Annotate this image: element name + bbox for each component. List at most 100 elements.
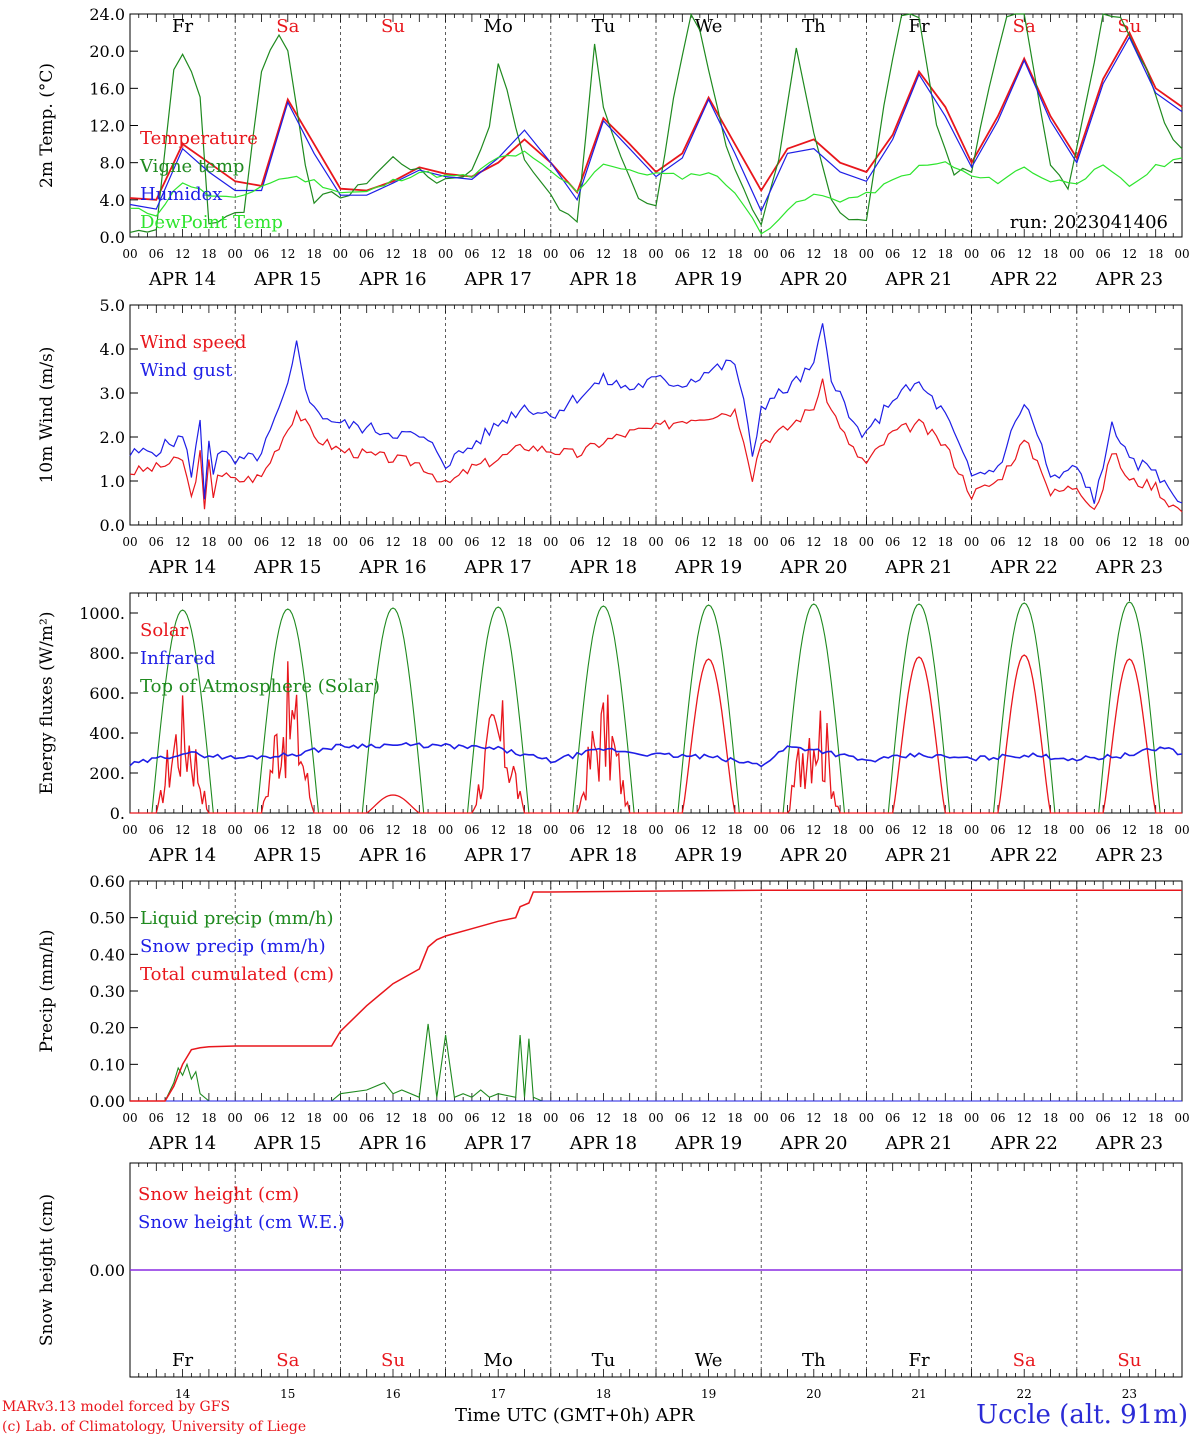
day-label: APR 21 — [884, 1133, 952, 1154]
hour-tick-label: 12 — [491, 247, 506, 261]
day-number-label: 20 — [806, 1387, 821, 1401]
weekday-label: Tu — [592, 1350, 616, 1371]
day-label: APR 19 — [674, 845, 742, 866]
hour-tick-label: 06 — [569, 535, 584, 549]
hour-tick-label: 18 — [517, 535, 532, 549]
day-number-label: 14 — [175, 1387, 191, 1401]
hour-tick-label: 18 — [1148, 535, 1163, 549]
hour-tick-label: 18 — [517, 1111, 532, 1125]
hour-tick-label: 00 — [228, 535, 243, 549]
hour-tick-label: 00 — [228, 247, 243, 261]
legend-entry: Liquid precip (mm/h) — [140, 908, 334, 929]
y-tick-label: 0.00 — [89, 1092, 125, 1111]
hour-tick-label: 00 — [1174, 1111, 1189, 1125]
hour-tick-label: 18 — [201, 247, 216, 261]
hour-tick-label: 12 — [1122, 535, 1137, 549]
hour-tick-label: 06 — [990, 1111, 1005, 1125]
y-tick-label: 0.50 — [89, 909, 125, 928]
y-tick-label: 0.0 — [100, 228, 125, 247]
weekday-label: We — [695, 1350, 723, 1371]
hour-tick-label: 18 — [1043, 247, 1058, 261]
day-label: APR 23 — [1095, 845, 1163, 866]
y-tick-label: 0.10 — [89, 1055, 125, 1074]
legend-entry: DewPoint Temp — [140, 212, 283, 233]
hour-tick-label: 06 — [675, 247, 690, 261]
weekday-label: We — [695, 16, 723, 37]
infrared-series — [129, 742, 1183, 768]
day-label: APR 23 — [1095, 269, 1163, 290]
hour-tick-label: 12 — [175, 535, 190, 549]
day-number-label: 22 — [1017, 1387, 1032, 1401]
day-label: APR 14 — [148, 845, 216, 866]
day-label: APR 19 — [674, 269, 742, 290]
hour-tick-label: 18 — [622, 823, 637, 837]
y-tick-label: 24.0 — [89, 5, 125, 24]
day-number-label: 18 — [596, 1387, 611, 1401]
hour-tick-label: 06 — [254, 535, 269, 549]
hour-tick-label: 18 — [622, 1111, 637, 1125]
hour-tick-label: 18 — [412, 1111, 427, 1125]
day-label: APR 16 — [358, 269, 426, 290]
day-label: APR 20 — [779, 1133, 847, 1154]
y-tick-label: 0.60 — [89, 872, 125, 891]
y-tick-label: 20.0 — [89, 42, 125, 61]
surface-solar-series — [130, 654, 1182, 814]
hour-tick-label: 12 — [701, 1111, 716, 1125]
hour-tick-label: 12 — [701, 823, 716, 837]
day-number-label: 15 — [280, 1387, 295, 1401]
day-label: APR 14 — [148, 557, 216, 578]
hour-tick-label: 12 — [596, 823, 611, 837]
hour-tick-label: 00 — [438, 535, 453, 549]
hour-tick-label: 12 — [280, 247, 295, 261]
day-label: APR 20 — [779, 557, 847, 578]
y-tick-label: 600. — [89, 684, 125, 703]
hour-tick-label: 12 — [806, 1111, 821, 1125]
hour-tick-label: 06 — [990, 535, 1005, 549]
hour-tick-label: 06 — [885, 247, 900, 261]
hour-tick-label: 06 — [990, 823, 1005, 837]
hour-tick-label: 12 — [911, 535, 926, 549]
hour-tick-label: 18 — [832, 823, 847, 837]
hour-tick-label: 06 — [464, 1111, 479, 1125]
hour-tick-label: 12 — [701, 247, 716, 261]
hour-tick-label: 06 — [464, 823, 479, 837]
y-tick-label: 0.30 — [89, 982, 125, 1001]
hour-tick-label: 12 — [1017, 823, 1032, 837]
y-axis-label: Energy fluxes (W/m²) — [37, 612, 57, 795]
hour-tick-label: 06 — [675, 535, 690, 549]
day-label: APR 20 — [779, 269, 847, 290]
hour-tick-label: 12 — [385, 535, 400, 549]
day-label: APR 19 — [674, 1133, 742, 1154]
hour-tick-label: 06 — [569, 823, 584, 837]
hour-tick-label: 18 — [1148, 247, 1163, 261]
hour-tick-label: 00 — [122, 247, 137, 261]
y-tick-label: 5.0 — [100, 296, 125, 315]
day-label: APR 22 — [990, 845, 1058, 866]
hour-tick-label: 00 — [754, 1111, 769, 1125]
hour-tick-label: 06 — [254, 1111, 269, 1125]
hour-tick-label: 00 — [122, 1111, 137, 1125]
hour-tick-label: 18 — [938, 247, 953, 261]
hour-tick-label: 06 — [464, 535, 479, 549]
hour-tick-label: 00 — [754, 823, 769, 837]
hour-tick-label: 06 — [675, 1111, 690, 1125]
hour-tick-label: 06 — [254, 823, 269, 837]
day-label: APR 16 — [358, 557, 426, 578]
day-label: APR 15 — [253, 269, 321, 290]
weekday-label: Su — [1117, 1350, 1141, 1371]
day-label: APR 17 — [464, 557, 532, 578]
day-label: APR 19 — [674, 557, 742, 578]
legend-entry: Infrared — [140, 648, 215, 669]
time-axis-label: Time UTC (GMT+0h) APR — [455, 1405, 695, 1426]
precip-series-0 — [130, 1023, 1182, 1102]
day-number-label: 16 — [385, 1387, 400, 1401]
hour-tick-label: 12 — [806, 535, 821, 549]
hour-tick-label: 00 — [859, 247, 874, 261]
weekday-label: Fr — [908, 16, 929, 37]
y-tick-label: 800. — [89, 644, 125, 663]
day-label: APR 18 — [569, 269, 637, 290]
hour-tick-label: 18 — [832, 247, 847, 261]
hour-tick-label: 00 — [1174, 823, 1189, 837]
hour-tick-label: 12 — [175, 823, 190, 837]
